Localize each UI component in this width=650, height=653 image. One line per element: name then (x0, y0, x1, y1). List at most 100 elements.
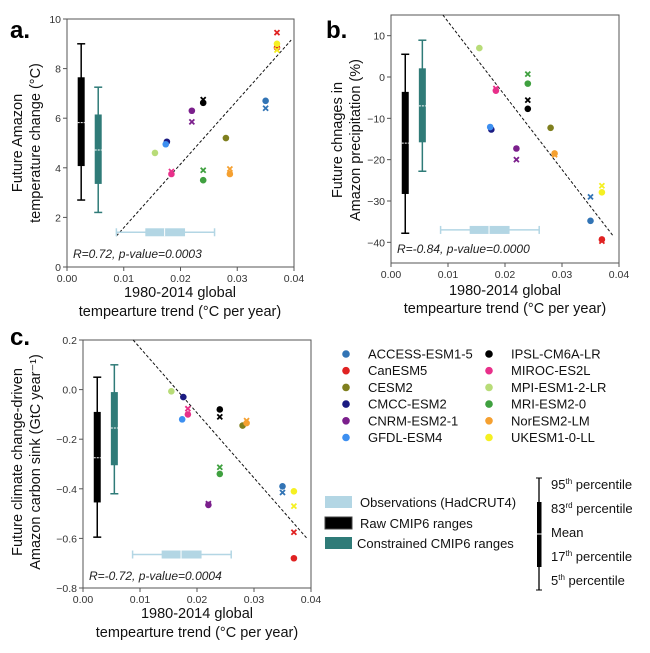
x-axis-label: tempearture trend (°C per year) (96, 625, 298, 641)
x-tick-label: 0.01 (438, 269, 459, 281)
dot-NorESM2-LM (226, 170, 234, 178)
constrained-swatch (325, 537, 352, 549)
percentile-word: percentile (572, 549, 632, 564)
legend-marker-icon (485, 417, 493, 425)
legend-label: IPSL-CM6A-LR (511, 347, 601, 362)
dot-IPSL-CM6A-LR (524, 105, 532, 113)
cross-NorESM2-LM (226, 165, 234, 173)
x-axis-label: 1980-2014 global (141, 606, 253, 622)
cross-CNRM-ESM2-1 (205, 500, 212, 507)
cross-IPSL-CM6A-LR (524, 97, 531, 104)
legend-label: NorESM2-LM (511, 413, 590, 428)
legend-label: CMCC-ESM2 (368, 397, 447, 412)
dot-CanESM5 (598, 236, 606, 243)
cross-UKESM1-0-LL (273, 46, 281, 54)
cross-ACCESS-ESM1-5 (279, 489, 286, 496)
cross-CanESM5 (290, 529, 298, 536)
constrained-box (94, 114, 102, 184)
x-tick-label: 0.03 (552, 269, 573, 281)
panel-a: 0.00 0.01 0.02 0.03 0.04 0 2 4 6 8 10 a. Future Amaz… (10, 14, 304, 320)
y-tick-label: −30 (367, 196, 385, 208)
y-tick-label: −0.6 (56, 533, 77, 545)
panel-b: 0.00 0.01 0.02 0.03 0.04 −40 −30 −20 −10 0 10 b. Fut… (326, 14, 629, 317)
x-tick-label: 0.02 (170, 273, 191, 285)
correlation-annotation: R=-0.72, p-value=0.0004 (89, 569, 222, 583)
regression-line (115, 39, 292, 237)
legend-label: GFDL-ESM4 (368, 430, 442, 445)
dot-MRI-ESM2-0 (524, 80, 532, 87)
cross-MIROC-ES2L (168, 168, 175, 175)
percentile-number: 83 (551, 501, 565, 516)
y-tick-label: −0.2 (56, 434, 77, 446)
dot-UKESM1-0-LL (598, 189, 606, 196)
y-tick-label: −0.4 (56, 484, 77, 496)
constrained-box (418, 68, 426, 143)
percentile-suffix: th (558, 573, 565, 582)
percentile-suffix: rd (565, 501, 572, 510)
cross-ACCESS-ESM1-5 (262, 105, 269, 112)
percentile-suffix: th (565, 477, 572, 486)
y-tick-label: 0 (55, 262, 61, 274)
cross-MRI-ESM2-0 (524, 70, 531, 78)
correlation-annotation: R=-0.84, p-value=0.0000 (397, 242, 530, 256)
panel-c: 0.00 0.01 0.02 0.03 0.04 −0.8 −0.6 −0.4 −0.2 0.0 0… (10, 324, 321, 641)
dot-GFDL-ESM4 (486, 123, 494, 131)
dot-ACCESS-ESM1-5 (587, 217, 594, 225)
dot-CESM2 (547, 124, 554, 132)
percentile-suffix: th (565, 549, 572, 558)
percentile-number: 17 (551, 549, 565, 564)
constrained-box (110, 392, 118, 466)
y-tick-label: −20 (367, 155, 385, 167)
x-axis-label: 1980-2014 global (449, 283, 561, 299)
percentile-number: Mean (551, 525, 584, 540)
legend-label: MIROC-ES2L (511, 363, 590, 378)
cross-IPSL-CM6A-LR (200, 96, 207, 103)
raw-swatch (324, 516, 353, 530)
obs-box (469, 225, 510, 234)
percentile-label: 5th percentile (551, 573, 625, 588)
raw-box (93, 411, 101, 503)
dot-CESM2 (222, 134, 230, 142)
x-tick-label: 0.03 (227, 273, 248, 285)
dot-GFDL-ESM4 (162, 140, 170, 148)
cross-CNRM-ESM2-1 (513, 156, 520, 163)
y-tick-label: −0.8 (56, 583, 77, 595)
y-tick-label: −40 (367, 237, 385, 249)
panel-label: c. (10, 324, 30, 351)
dot-CanESM5 (290, 554, 298, 562)
dot-ACCESS-ESM1-5 (279, 483, 286, 490)
panel-label: a. (10, 17, 30, 44)
percentile-label: 17th percentile (551, 549, 632, 564)
y-tick-label: 0 (379, 72, 385, 84)
cross-NorESM2-LM (243, 417, 250, 424)
y-axis-label: Future Amazon (10, 94, 26, 192)
x-tick-label: 0.03 (244, 594, 265, 606)
legend-marker-icon (342, 400, 350, 408)
x-tick-label: 0.00 (73, 594, 94, 606)
y-axis-label: temperature change (°C) (28, 63, 44, 223)
y-tick-label: 10 (49, 14, 61, 26)
dot-MIROC-ES2L (184, 411, 192, 418)
cross-MRI-ESM2-0 (200, 167, 207, 174)
dot-GFDL-ESM4 (178, 416, 186, 423)
dot-MRI-ESM2-0 (199, 176, 207, 184)
raw-legend-label: Raw CMIP6 ranges (360, 516, 473, 531)
cross-CNRM-ESM2-1 (188, 118, 195, 126)
legend-marker-icon (342, 350, 350, 358)
legend-marker-icon (342, 433, 350, 442)
x-tick-label: 0.02 (187, 594, 208, 606)
constrained-legend-label: Constrained CMIP6 ranges (357, 536, 514, 551)
x-axis-label: 1980-2014 global (124, 285, 236, 301)
x-axis-label: tempearture trend (°C per year) (79, 304, 281, 320)
percentile-word: percentile (573, 501, 633, 516)
correlation-annotation: R=0.72, p-value=0.0003 (73, 247, 202, 261)
percentile-label: 83rd percentile (551, 501, 633, 516)
dot-CMCC-ESM2 (180, 393, 187, 401)
observations-legend-label: Observations (HadCRUT4) (360, 495, 516, 510)
legend-marker-icon (342, 417, 350, 425)
x-tick-label: 0.04 (301, 594, 322, 606)
dot-MPI-ESM1-2-LR (476, 44, 483, 52)
legend-label: MRI-ESM2-0 (511, 397, 586, 412)
legend-marker-icon (485, 366, 493, 375)
